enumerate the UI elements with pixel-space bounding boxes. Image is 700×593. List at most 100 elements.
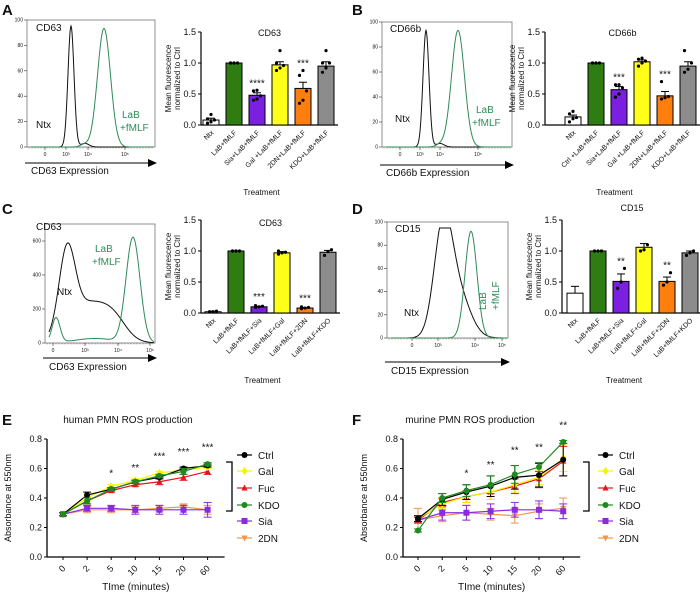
square-marker: [132, 506, 139, 513]
ntx-histogram-line: [391, 227, 507, 339]
data-point: [665, 280, 669, 284]
x-axis-label: Treatment: [243, 188, 280, 197]
y-tick-label: 0.0: [183, 120, 196, 130]
data-point: [255, 97, 259, 101]
expression-axis-label: CD15 Expression: [391, 366, 469, 377]
arrow-head-icon: [148, 354, 157, 362]
y-tick-label: 600: [33, 239, 42, 245]
x-tick-label: 0: [412, 563, 423, 574]
x-tick-label: 10⁴: [436, 152, 444, 158]
square-marker: [84, 505, 91, 512]
diamond-marker: [602, 467, 609, 475]
y-tick-label: 0.4: [385, 493, 398, 503]
expression-axis-label: CD63 Expression: [49, 362, 127, 373]
legend-label: 2DN: [619, 534, 639, 545]
square-marker: [156, 506, 163, 513]
chart-title: CD66b: [608, 28, 636, 38]
line-chart-E: Ctrl Gal Fuc KDO Sia 2DN: [44, 438, 280, 560]
triangle-up-marker: [156, 478, 163, 485]
group-bracket: [226, 461, 233, 512]
treated-histogram-line: [386, 29, 511, 148]
bar: [225, 62, 243, 126]
data-point: [597, 61, 602, 65]
data-point: [636, 64, 641, 68]
bar: [656, 95, 674, 126]
treated-label: LaB: [95, 244, 113, 255]
y-tick-label: 40: [377, 289, 383, 295]
data-point: [301, 68, 305, 73]
y-tick-label: 0.0: [29, 552, 42, 562]
chart-title: CD63: [259, 218, 282, 228]
panel-letter-B: B: [352, 2, 363, 19]
histogram-frame: [44, 223, 156, 344]
data-point: [592, 249, 597, 253]
x-tick-label: 10: [126, 563, 140, 577]
series-Sia: [59, 501, 212, 518]
data-point: [682, 49, 687, 53]
y-axis-label: Absorbance at 550nm: [3, 454, 13, 542]
y-tick-label: 80: [17, 43, 23, 49]
series-KDO: [59, 461, 212, 518]
legend-label: Ctrl: [619, 451, 635, 462]
y-tick-label: 0.6: [385, 464, 398, 474]
y-axis-label: normalized to Ctrl: [173, 235, 182, 298]
legend: Ctrl Gal Fuc KDO Sia 2DN: [598, 451, 641, 545]
x-tick-label: 0: [44, 152, 47, 158]
data-point: [306, 305, 311, 310]
y-tick-label: 1.0: [183, 58, 196, 68]
panel-letter-A: A: [2, 2, 13, 19]
bar: [587, 62, 605, 126]
bar: [227, 250, 245, 314]
triangle-up-marker: [241, 484, 248, 491]
category-label: Ntx: [205, 317, 218, 330]
category-label: LaB+fMLF+KDO: [653, 317, 695, 359]
x-axis-label: Treatment: [606, 376, 643, 385]
x-tick-label: 0: [411, 343, 414, 349]
data-point: [234, 249, 238, 253]
data-point: [599, 249, 604, 253]
panel-letter-E: E: [2, 412, 12, 429]
x-axis-label: TIme (minutes): [102, 582, 169, 593]
data-point: [688, 251, 692, 255]
square-marker: [180, 506, 187, 513]
x-tick-label: 2: [436, 563, 447, 574]
data-point: [232, 61, 236, 65]
circle-marker: [560, 438, 567, 445]
significance-marker: ****: [249, 78, 265, 89]
y-tick-label: 40: [372, 95, 378, 101]
data-point: [276, 249, 281, 253]
y-tick-label: 20: [377, 312, 383, 318]
data-point: [230, 249, 235, 253]
x-tick-label: 10⁵: [146, 348, 154, 354]
legend-item-KDO: KDO: [598, 501, 641, 512]
circle-marker: [602, 502, 609, 508]
x-axis-label: TIme (minutes): [458, 582, 525, 593]
circle-marker: [241, 452, 248, 458]
y-tick-label: 60: [377, 266, 383, 272]
data-point: [235, 61, 240, 65]
category-label: Ntx: [567, 317, 580, 330]
arrow-head-icon: [505, 161, 514, 169]
y-axis-label: normalized to Ctrl: [173, 47, 182, 110]
data-point: [645, 243, 650, 247]
y-axis-label: Mean fluorescence: [164, 232, 173, 300]
data-point: [281, 63, 286, 68]
data-point: [571, 117, 575, 121]
data-point: [320, 61, 325, 65]
bar: [635, 246, 653, 314]
square-marker: [439, 509, 446, 516]
treated-histogram-line: [391, 230, 507, 339]
data-point: [205, 121, 210, 125]
circle-marker: [204, 461, 211, 468]
arrow-head-icon: [148, 159, 157, 167]
square-marker: [463, 509, 470, 516]
circle-marker: [84, 497, 91, 504]
x-tick-label: 10⁵: [121, 152, 129, 158]
category-label: Ntx: [203, 129, 216, 142]
bar: [633, 61, 651, 126]
x-axis-label: Treatment: [244, 376, 281, 385]
bar: [294, 87, 312, 126]
chart-title: CD63: [258, 28, 281, 38]
data-point: [622, 266, 627, 270]
y-tick-label: 400: [33, 273, 42, 279]
